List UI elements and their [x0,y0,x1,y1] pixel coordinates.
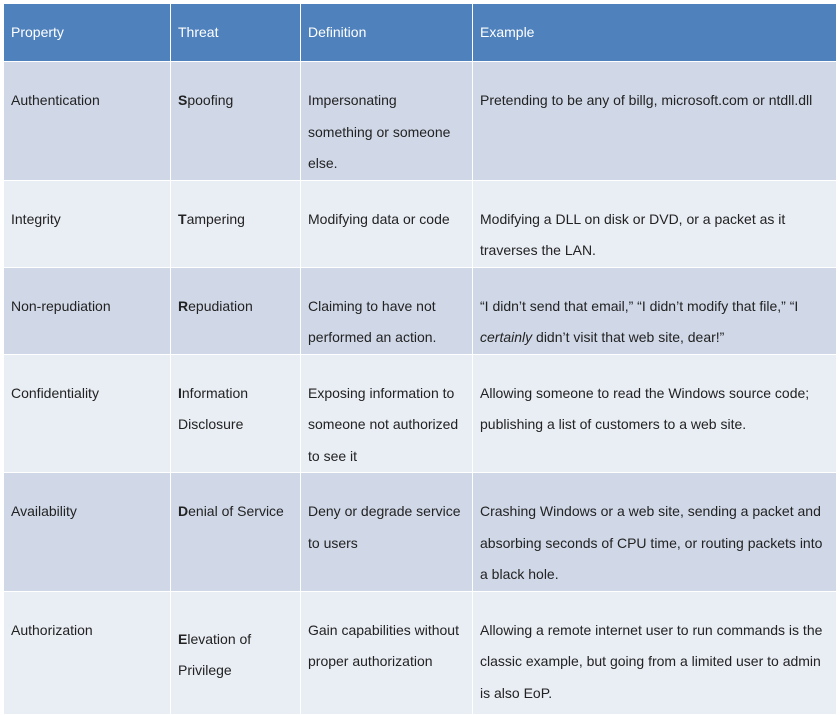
property-cell: Integrity [3,179,171,268]
table-row: Non-repudiation Repudiation Claiming to … [3,266,837,355]
property-cell: Confidentiality [3,353,171,473]
threat-rest: ampering [186,210,245,227]
threat-cell: Elevation of Privilege [170,590,301,715]
threat-rest: epudiation [188,297,253,314]
definition-cell: Gain capabilities without proper authori… [300,590,473,715]
threat-initial: E [178,630,188,647]
stride-threat-table: Property Threat Definition Example Authe… [3,3,837,715]
threat-initial: I [178,384,182,401]
threat-cell: Information Disclosure [170,353,301,473]
example-cell: Crashing Windows or a web site, sending … [472,472,837,592]
threat-rest: levation of Privilege [178,630,252,679]
example-cell: Allowing a remote internet user to run c… [472,590,837,715]
example-cell: Allowing someone to read the Windows sou… [472,353,837,473]
example-text-end: didn’t visit that web site, dear!” [532,329,725,345]
threat-cell: Repudiation [170,266,301,355]
property-cell: Authentication [3,61,171,181]
example-cell: Modifying a DLL on disk or DVD, or a pac… [472,179,837,268]
table-row: Integrity Tampering Modifying data or co… [3,179,837,268]
property-cell: Non-repudiation [3,266,171,355]
threat-initial: D [178,503,189,519]
table-row: Authentication Spoofing Impersonating so… [3,61,837,181]
example-cell: “I didn’t send that email,” “I didn’t mo… [472,266,837,355]
header-threat: Threat [170,3,301,62]
threat-cell: Tampering [170,179,301,268]
definition-cell: Exposing information to someone not auth… [300,353,473,473]
definition-cell: Impersonating something or someone else. [300,61,473,181]
example-text-start: “I didn’t send that email,” “I didn’t mo… [480,297,799,314]
property-cell: Availability [3,472,171,592]
definition-cell: Deny or degrade service to users [300,472,473,592]
definition-cell: Modifying data or code [300,179,473,268]
example-emphasis: certainly [480,329,533,345]
threat-cell: Spoofing [170,61,301,181]
header-example: Example [472,3,837,62]
table-row: Confidentiality Information Disclosure E… [3,353,837,473]
threat-initial: R [178,297,189,314]
threat-rest: nformation Disclosure [178,384,249,433]
header-row: Property Threat Definition Example [3,3,837,62]
table-row: Availability Denial of Service Deny or d… [3,472,837,592]
definition-cell: Claiming to have not performed an action… [300,266,473,355]
table-row: Authorization Elevation of Privilege Gai… [3,590,837,715]
header-definition: Definition [300,3,473,62]
threat-rest: poofing [187,92,234,108]
threat-cell: Denial of Service [170,472,301,592]
example-cell: Pretending to be any of billg, microsoft… [472,61,837,181]
property-cell: Authorization [3,590,171,715]
threat-initial: S [178,92,188,108]
header-property: Property [3,3,171,62]
threat-rest: enial of Service [188,503,284,519]
threat-initial: T [178,210,187,227]
